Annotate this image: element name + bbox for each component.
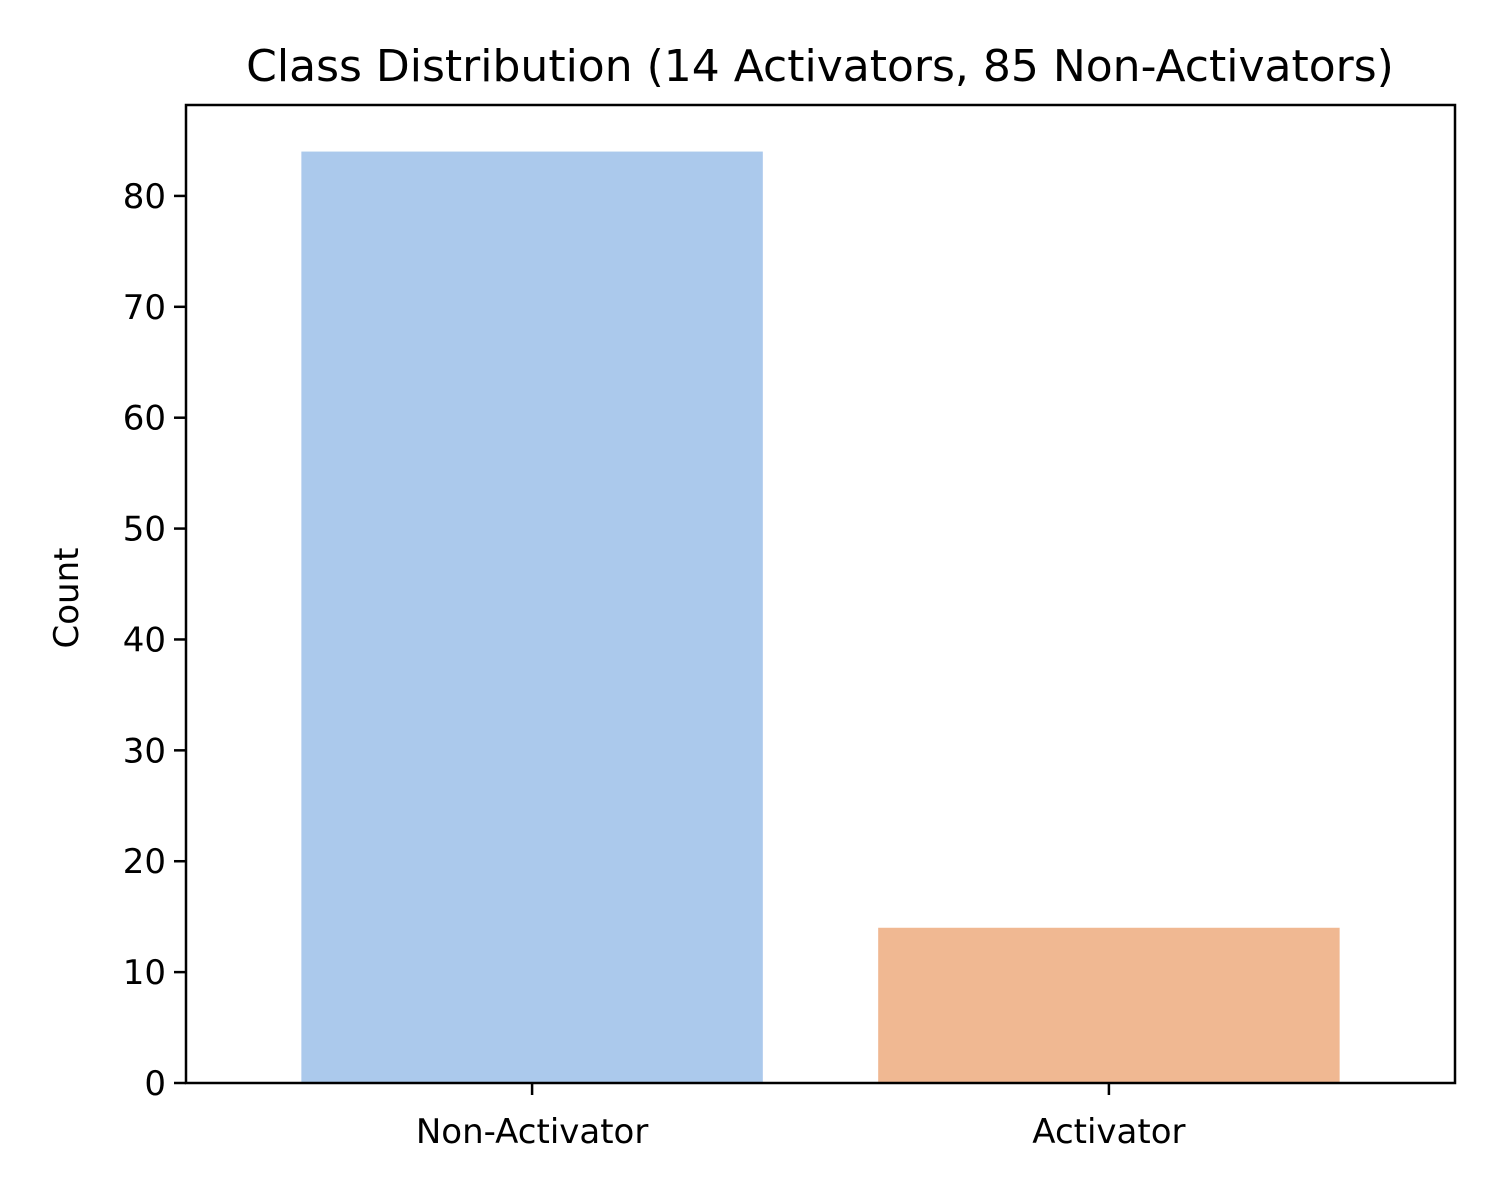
y-tick-label: 10 — [123, 953, 166, 993]
ticks-layer: 0 10 20 30 40 50 60 70 80 Non-Activator Activator — [123, 177, 1186, 1152]
plot-frame — [184, 103, 1457, 1085]
bars-layer — [301, 151, 1340, 1084]
y-tick-label: 30 — [123, 731, 166, 771]
x-tick-label: Non-Activator — [416, 1112, 649, 1152]
y-tick-label: 80 — [123, 177, 166, 217]
y-tick-label: 20 — [123, 842, 166, 882]
chart-title: Class Distribution (14 Activators, 85 No… — [246, 41, 1394, 92]
y-tick-label: 70 — [123, 288, 166, 328]
y-tick-label: 40 — [123, 620, 166, 660]
bar-activator — [878, 927, 1340, 1083]
axes-layer — [184, 103, 1457, 1085]
bar-non-activator — [301, 151, 763, 1084]
y-axis-label: Count — [47, 548, 87, 649]
y-tick-label: 0 — [144, 1064, 166, 1104]
y-tick-label: 60 — [123, 399, 166, 439]
y-tick-label: 50 — [123, 510, 166, 550]
x-tick-label: Activator — [1032, 1112, 1185, 1152]
